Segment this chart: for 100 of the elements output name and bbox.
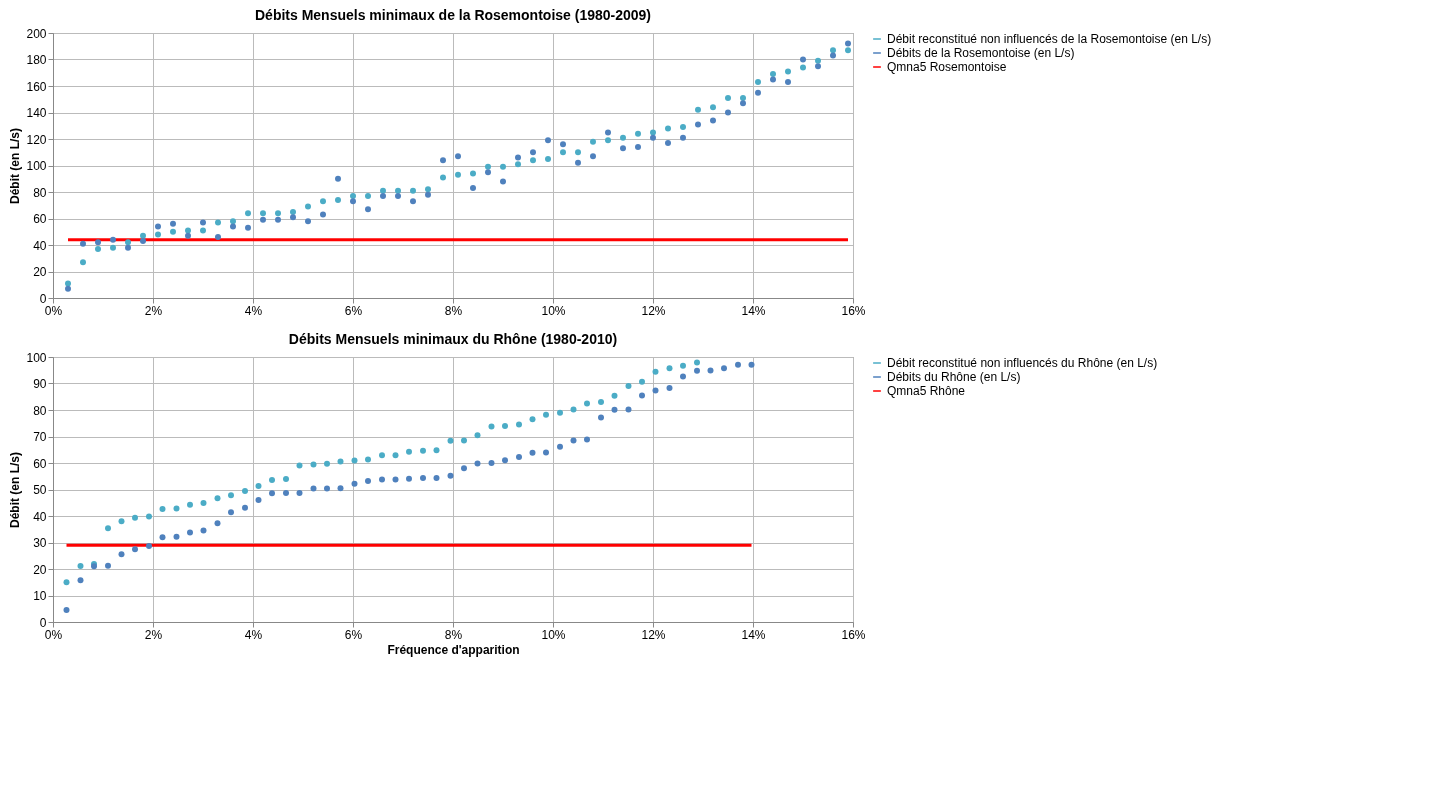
point — [557, 409, 563, 416]
point — [740, 94, 746, 101]
point — [200, 527, 207, 534]
point — [283, 489, 289, 496]
point — [485, 169, 491, 176]
y-tick-label: 20 — [33, 562, 47, 577]
legend-label: Débits de la Rosemontoise (en L/s) — [887, 46, 1075, 60]
point — [230, 218, 236, 225]
point — [132, 546, 138, 553]
y-tick-label: 180 — [26, 53, 47, 67]
point — [680, 124, 686, 131]
y-tick-label: 80 — [33, 185, 47, 200]
y-tick-label: 160 — [26, 79, 47, 94]
point — [95, 245, 101, 252]
point — [680, 134, 686, 141]
point — [105, 562, 111, 569]
point — [260, 210, 266, 217]
x-tick-label: 16% — [841, 627, 866, 642]
point — [830, 47, 836, 54]
point — [140, 232, 146, 239]
point — [560, 149, 566, 156]
y-tick-label: 40 — [33, 509, 47, 524]
point — [516, 453, 522, 460]
point — [598, 399, 604, 406]
legend-label: Débit reconstitué non influencés de la Rosemontoise (en L/s) — [887, 32, 1212, 46]
x-tick-label: 2% — [144, 627, 163, 642]
point — [420, 475, 426, 482]
point — [296, 489, 303, 496]
point — [845, 47, 851, 54]
point — [425, 191, 431, 198]
x-tick-label: 8% — [444, 627, 463, 642]
point — [652, 387, 659, 394]
y-tick-label: 0 — [39, 291, 47, 306]
point — [598, 414, 604, 421]
y-tick-label: 100 — [26, 350, 47, 365]
point — [245, 210, 251, 217]
point — [433, 447, 440, 454]
x-tick-label: 0% — [44, 627, 63, 642]
point — [351, 480, 358, 487]
point — [425, 186, 431, 193]
point — [557, 443, 563, 450]
point — [110, 244, 116, 251]
point — [214, 495, 221, 502]
x-tick-label: 6% — [344, 303, 363, 318]
point — [650, 134, 656, 141]
point — [140, 238, 146, 245]
point — [735, 361, 741, 368]
x-axis-title: Fréquence d'apparition — [387, 642, 520, 657]
chart-title: Débits Mensuels minimaux du Rhône (1980-2010) — [288, 331, 618, 347]
point — [447, 437, 454, 444]
point — [320, 211, 326, 218]
point — [110, 236, 116, 243]
point — [590, 153, 596, 160]
point — [275, 210, 281, 217]
point — [515, 161, 521, 168]
point — [639, 392, 645, 399]
point — [80, 259, 86, 266]
point — [310, 461, 317, 468]
point — [337, 485, 344, 492]
point — [200, 219, 206, 226]
point — [652, 368, 659, 375]
point — [146, 542, 152, 549]
point — [440, 157, 446, 164]
point — [725, 109, 731, 116]
point — [296, 462, 303, 469]
point — [474, 432, 481, 439]
point — [125, 244, 131, 251]
point — [159, 534, 166, 541]
point — [455, 153, 461, 160]
y-tick-label: 70 — [33, 430, 47, 444]
point — [77, 577, 84, 584]
point — [680, 373, 686, 380]
point — [710, 104, 716, 111]
y-axis-title: Débit (en L/s) — [8, 451, 23, 529]
point — [335, 175, 341, 182]
y-tick-label: 30 — [33, 536, 47, 550]
point — [755, 89, 761, 96]
point — [395, 187, 401, 194]
point — [575, 159, 581, 166]
y-tick-label: 40 — [33, 238, 47, 253]
point — [625, 382, 632, 389]
point — [502, 457, 508, 464]
point — [410, 187, 416, 194]
point — [755, 79, 761, 86]
point — [275, 216, 281, 223]
point — [639, 378, 645, 385]
y-tick-label: 60 — [33, 456, 47, 471]
y-tick-label: 20 — [33, 265, 47, 279]
point — [365, 456, 371, 463]
x-tick-label: 0% — [44, 303, 63, 318]
x-tick-label: 14% — [741, 627, 766, 642]
y-tick-label: 0 — [39, 615, 47, 630]
point — [488, 423, 495, 430]
point — [255, 497, 262, 504]
point — [560, 141, 566, 148]
point — [830, 52, 836, 59]
point — [365, 192, 371, 199]
y-tick-label: 80 — [33, 403, 47, 418]
point — [187, 529, 193, 536]
x-tick-label: 16% — [841, 303, 866, 318]
